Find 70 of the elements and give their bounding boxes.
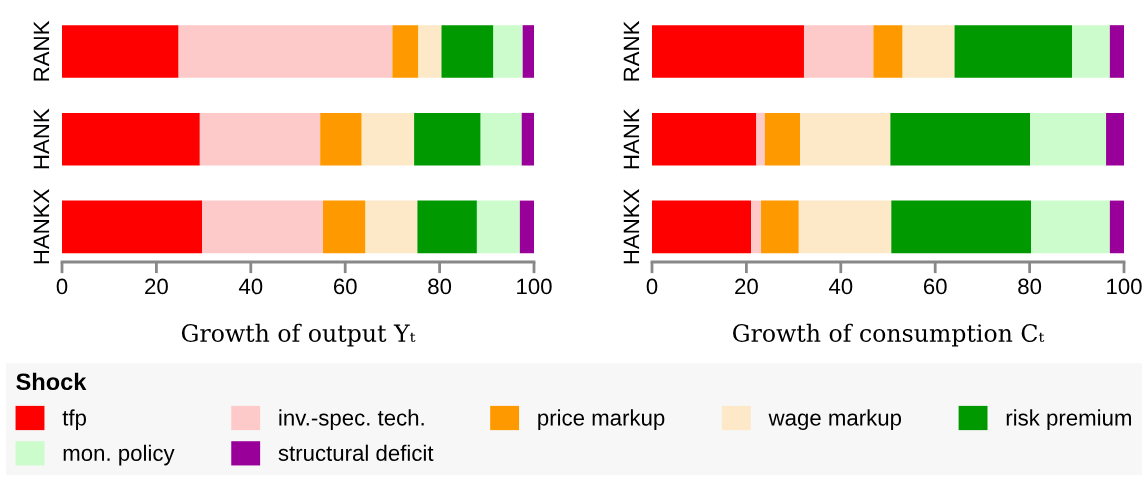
bar [756,112,765,166]
legend-title: Shock [16,372,87,391]
legend-label: inv.-spec. tech. [279,409,424,431]
bar [798,200,892,254]
bar [751,200,762,254]
x-tick-label: 80 [1018,278,1042,295]
bar [417,200,477,254]
x-axis-title: Growth of output Yₜ [181,323,416,347]
legend-label: price markup [538,409,665,431]
y-tick-label: HANK [623,108,640,169]
bar [890,112,1031,166]
bar [519,200,534,254]
bar [521,112,534,166]
bar [320,112,362,166]
bar [1030,112,1107,166]
x-tick-label: 20 [735,278,758,295]
x-tick-label: 40 [238,278,263,295]
x-tick-label: 100 [1107,278,1142,295]
legend-label: structural deficit [278,444,434,461]
bar [1072,25,1110,78]
legend-label: risk premium [1006,409,1131,431]
bar [873,25,903,78]
y-tick-label: HANKX [623,189,640,264]
x-tick-label: 0 [56,278,68,295]
bar [652,25,804,78]
bar [62,200,203,254]
bar [441,25,494,78]
bar [414,112,481,166]
bar [1031,200,1110,254]
legend-label: wage markup [768,409,902,431]
y-tick-label: HANKX [33,189,50,264]
bar [178,25,393,78]
x-tick-label: 60 [923,278,947,295]
x-tick-label: 100 [517,278,552,295]
bar [652,112,757,166]
x-tick-label: 0 [646,278,658,295]
bar [365,200,418,254]
y-tick-label: HANK [33,108,50,169]
bar [392,25,419,78]
bar [418,25,442,78]
y-tick-label: RANK [623,20,640,81]
bar [62,112,200,166]
bar [902,25,955,78]
bar [361,112,415,166]
bar [476,200,520,254]
bar [764,112,801,166]
bar [652,200,752,254]
bar [954,25,1073,78]
bar [891,200,1032,254]
bar [1109,25,1124,78]
bar [761,200,799,254]
bar [803,25,874,78]
legend-label: tfp [62,409,86,431]
bar [522,25,534,78]
bar [480,112,522,166]
legend-label: mon. policy [63,444,175,466]
bar [1109,200,1124,254]
bar [199,112,321,166]
x-tick-label: 40 [828,278,853,295]
x-tick-label: 60 [333,278,357,295]
x-tick-label: 20 [145,278,168,295]
bar [62,25,179,78]
y-tick-label: RANK [33,20,50,81]
x-tick-label: 80 [428,278,452,295]
bar [493,25,523,78]
bar [1106,112,1124,166]
bar [323,200,366,254]
x-axis-title: Growth of consumption Cₜ [733,323,1045,347]
bar [202,200,324,254]
bar [800,112,891,166]
